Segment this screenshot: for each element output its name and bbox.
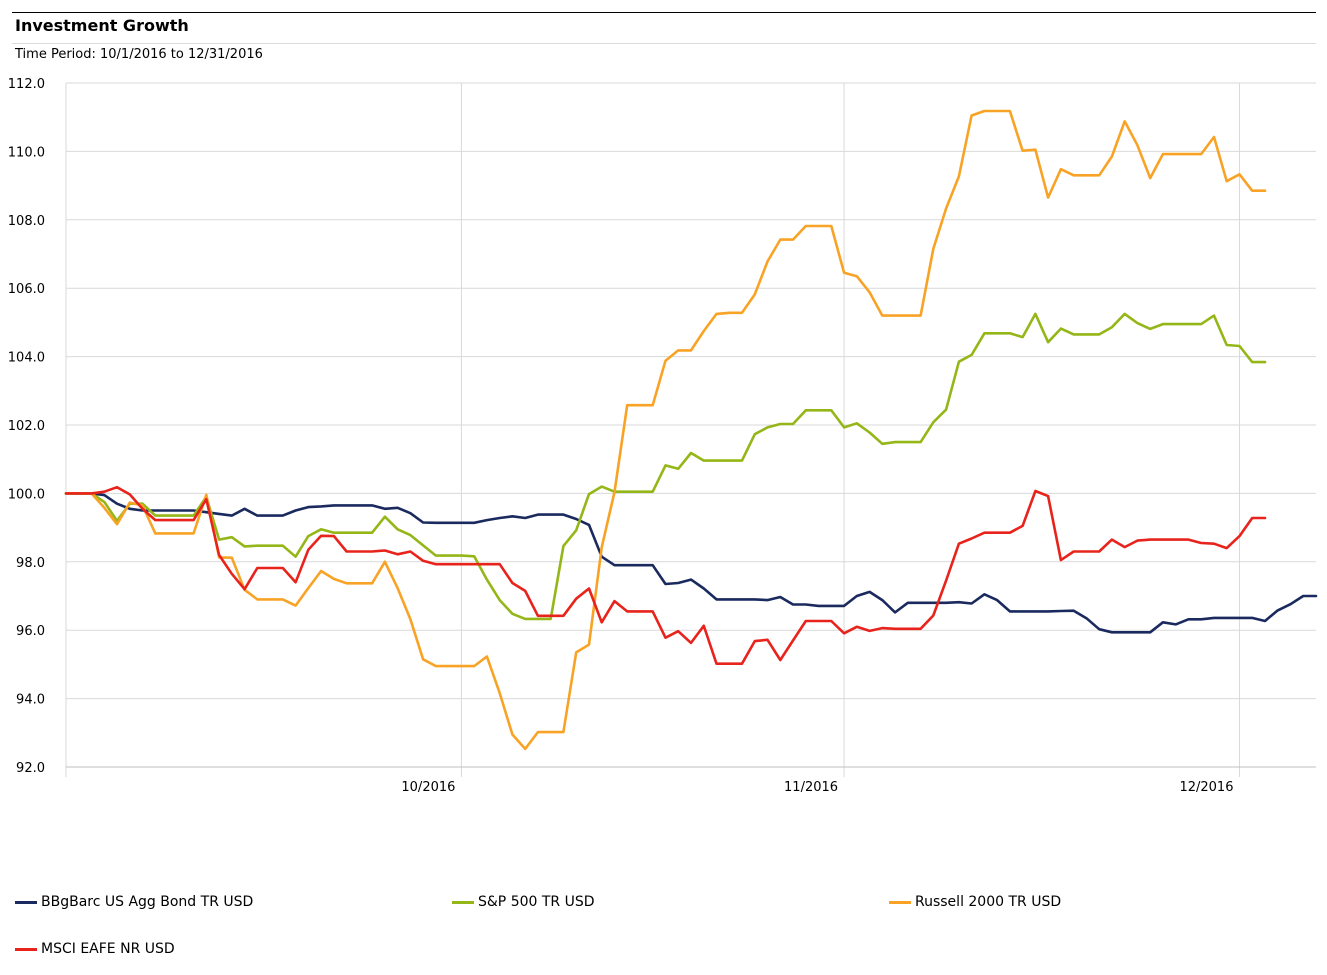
x-tick-label: 12/2016 [1179,780,1233,795]
y-tick-label: 92.0 [16,761,45,776]
series-line-2 [64,109,1267,751]
subtitle-rule [12,43,1316,44]
y-tick-label: 94.0 [16,693,45,708]
y-tick-label: 104.0 [8,351,45,366]
y-tick-label: 98.0 [16,556,45,571]
series-line-1 [64,312,1267,621]
y-tick-label: 106.0 [8,282,45,297]
y-tick-label: 102.0 [8,419,45,434]
title-rule [12,12,1316,13]
chart-title: Investment Growth [15,16,189,35]
x-tick-label: 11/2016 [784,780,838,795]
x-tick-label: 10/2016 [401,780,455,795]
time-period-label: Time Period: 10/1/2016 to 12/31/2016 [15,47,263,62]
y-tick-label: 110.0 [8,145,45,160]
series-line-3 [64,485,1267,666]
series-line-0 [64,492,1318,634]
y-tick-label: 96.0 [16,624,45,639]
y-tick-label: 112.0 [8,77,45,92]
y-tick-label: 108.0 [8,214,45,229]
y-tick-label: 100.0 [8,487,45,502]
